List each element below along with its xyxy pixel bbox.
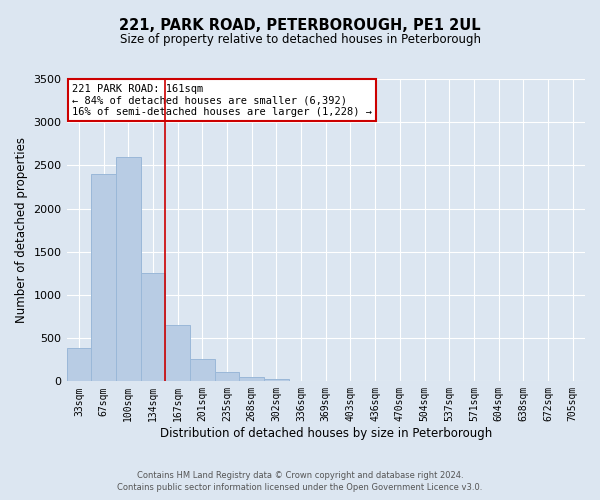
Bar bbox=[264, 378, 289, 382]
Text: Contains HM Land Registry data © Crown copyright and database right 2024.: Contains HM Land Registry data © Crown c… bbox=[137, 471, 463, 480]
Bar bbox=[67, 348, 91, 382]
Bar bbox=[116, 156, 140, 382]
Text: Size of property relative to detached houses in Peterborough: Size of property relative to detached ho… bbox=[119, 32, 481, 46]
Bar bbox=[91, 174, 116, 382]
Text: Contains public sector information licensed under the Open Government Licence v3: Contains public sector information licen… bbox=[118, 484, 482, 492]
Bar bbox=[239, 376, 264, 382]
Bar bbox=[140, 274, 165, 382]
Bar bbox=[165, 325, 190, 382]
X-axis label: Distribution of detached houses by size in Peterborough: Distribution of detached houses by size … bbox=[160, 427, 492, 440]
Text: 221, PARK ROAD, PETERBOROUGH, PE1 2UL: 221, PARK ROAD, PETERBOROUGH, PE1 2UL bbox=[119, 18, 481, 32]
Text: 221 PARK ROAD: 161sqm
← 84% of detached houses are smaller (6,392)
16% of semi-d: 221 PARK ROAD: 161sqm ← 84% of detached … bbox=[72, 84, 372, 116]
Bar bbox=[190, 359, 215, 382]
Y-axis label: Number of detached properties: Number of detached properties bbox=[15, 137, 28, 323]
Bar bbox=[215, 372, 239, 382]
